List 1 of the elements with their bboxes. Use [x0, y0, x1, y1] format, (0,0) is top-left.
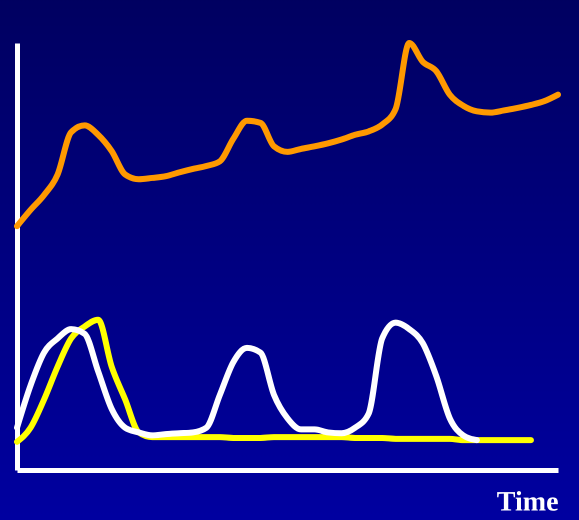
- x-axis-title: Time: [496, 486, 558, 518]
